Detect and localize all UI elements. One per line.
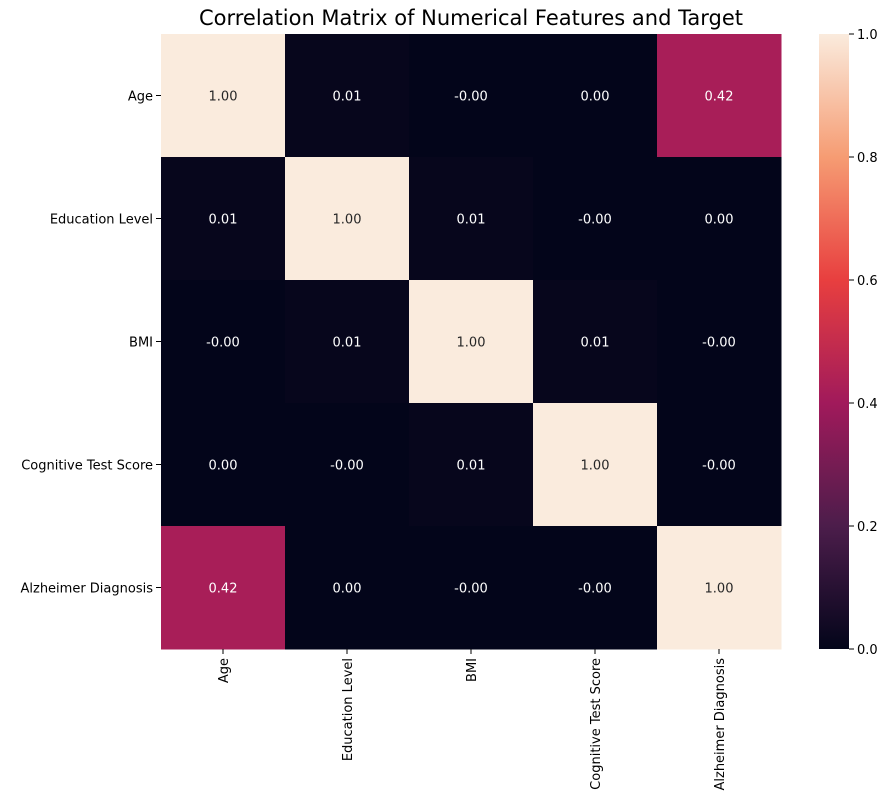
colorbar-gradient — [819, 34, 849, 649]
cell-value-label: 0.00 — [705, 213, 734, 228]
x-tick-label: Cognitive Test Score — [589, 658, 604, 790]
cell-value-label: -0.00 — [578, 213, 612, 228]
chart-title: Correlation Matrix of Numerical Features… — [199, 6, 743, 30]
cell-value-label: 0.01 — [457, 213, 486, 228]
heatmap-cells: 1.00 0.01 -0.00 0.00 0.42 0.01 1.00 0.01 -0.00 0.… — [161, 34, 782, 650]
heatmap-cell — [409, 157, 534, 281]
x-tick-label: Age — [217, 658, 232, 683]
heatmap-cell — [657, 157, 782, 281]
cell-value-label: 0.00 — [581, 90, 610, 105]
colorbar: 0.0 0.2 0.4 0.6 0.8 1.0 — [819, 28, 878, 658]
cell-value-label: 0.00 — [209, 459, 238, 474]
x-tick-label: Education Level — [341, 658, 356, 761]
heatmap-cell — [657, 403, 782, 527]
heatmap-cell — [533, 157, 658, 281]
cell-value-label: -0.00 — [702, 336, 736, 351]
heatmap-cell — [161, 34, 286, 158]
column-labels: Age Education Level BMI Cognitive Test Scor… — [217, 649, 728, 791]
cell-value-label: -0.00 — [702, 459, 736, 474]
cell-value-label: 1.00 — [581, 459, 610, 474]
heatmap-cell — [657, 526, 782, 650]
cell-value-label: 0.42 — [705, 90, 734, 105]
colorbar-tick-label: 0.0 — [857, 643, 878, 658]
x-tick-label: Alzheimer Diagnosis — [713, 658, 728, 791]
x-tick-label: BMI — [465, 658, 480, 682]
heatmap-cell — [409, 403, 534, 527]
y-tick-label: BMI — [129, 336, 153, 351]
heatmap-cell — [161, 280, 286, 404]
heatmap-cell — [409, 34, 534, 158]
cell-value-label: 0.00 — [333, 582, 362, 597]
cell-value-label: 0.42 — [209, 582, 238, 597]
colorbar-tick-label: 0.8 — [857, 151, 878, 166]
heatmap-cell — [161, 526, 286, 650]
y-tick-label: Alzheimer Diagnosis — [20, 582, 153, 597]
heatmap-cell — [657, 280, 782, 404]
heatmap-cell — [533, 34, 658, 158]
cell-value-label: 0.01 — [209, 213, 238, 228]
heatmap-cell — [533, 280, 658, 404]
colorbar-tick-label: 0.2 — [857, 520, 878, 535]
cell-value-label: -0.00 — [578, 582, 612, 597]
heatmap-cell — [161, 157, 286, 281]
cell-value-label: 0.01 — [333, 336, 362, 351]
cell-value-label: 0.01 — [457, 459, 486, 474]
row-labels: Age Education Level BMI Cognitive Test Scor… — [20, 90, 161, 597]
cell-value-label: -0.00 — [330, 459, 364, 474]
heatmap-cell — [533, 403, 658, 527]
colorbar-tick-label: 0.6 — [857, 274, 878, 289]
heatmap-cell — [533, 526, 658, 650]
heatmap-cell — [657, 34, 782, 158]
heatmap-cell — [285, 34, 410, 158]
cell-value-label: 1.00 — [457, 336, 486, 351]
cell-value-label: 0.01 — [581, 336, 610, 351]
heatmap-cell — [285, 403, 410, 527]
cell-value-label: 1.00 — [209, 90, 238, 105]
cell-value-label: 1.00 — [705, 582, 734, 597]
cell-value-label: -0.00 — [206, 336, 240, 351]
heatmap-cell — [285, 157, 410, 281]
heatmap-cell — [285, 280, 410, 404]
y-tick-label: Cognitive Test Score — [21, 459, 153, 474]
cell-value-label: -0.00 — [454, 582, 488, 597]
colorbar-tick-label: 1.0 — [857, 28, 878, 43]
heatmap-cell — [409, 526, 534, 650]
heatmap-cell — [285, 526, 410, 650]
cell-value-label: 0.01 — [333, 90, 362, 105]
cell-value-label: -0.00 — [454, 90, 488, 105]
y-tick-label: Age — [128, 90, 153, 105]
cell-value-label: 1.00 — [333, 213, 362, 228]
heatmap-cell — [409, 280, 534, 404]
y-tick-label: Education Level — [50, 213, 153, 228]
heatmap-cell — [161, 403, 286, 527]
colorbar-tick-label: 0.4 — [857, 397, 878, 412]
